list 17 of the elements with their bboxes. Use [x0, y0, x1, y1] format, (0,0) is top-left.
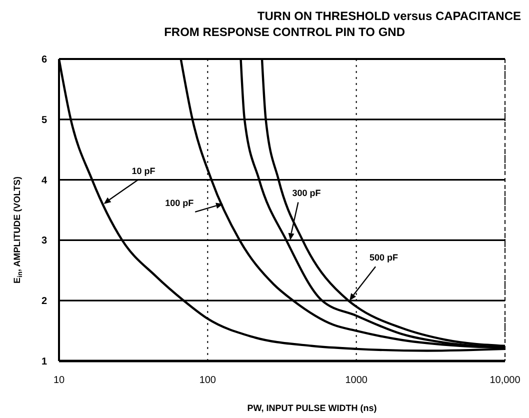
y-tick-label: 3	[41, 236, 48, 247]
x-axis-title: PW, INPUT PULSE WIDTH (ns)	[247, 403, 377, 413]
x-tick-label: 100	[199, 375, 216, 386]
annotation: 10 pF	[132, 166, 156, 176]
y-tick-label: 4	[41, 175, 48, 186]
y-tick-label: 6	[41, 54, 48, 66]
annotation: 100 pF	[165, 198, 194, 208]
chart-subtitle: FROM RESPONSE CONTROL PIN TO GND	[164, 25, 406, 39]
y-tick-label: 5	[41, 114, 48, 126]
x-tick-label: 10	[53, 375, 65, 386]
y-tick-label: 2	[41, 296, 48, 308]
x-tick-label: 10,000	[490, 375, 521, 386]
chart-title: TURN ON THRESHOLD versus CAPACITANCE	[257, 9, 521, 23]
y-tick-label: 1	[41, 356, 48, 368]
annotation: 300 pF	[292, 188, 322, 198]
annotation: 500 pF	[370, 252, 399, 263]
x-tick-label: 1000	[345, 375, 368, 386]
